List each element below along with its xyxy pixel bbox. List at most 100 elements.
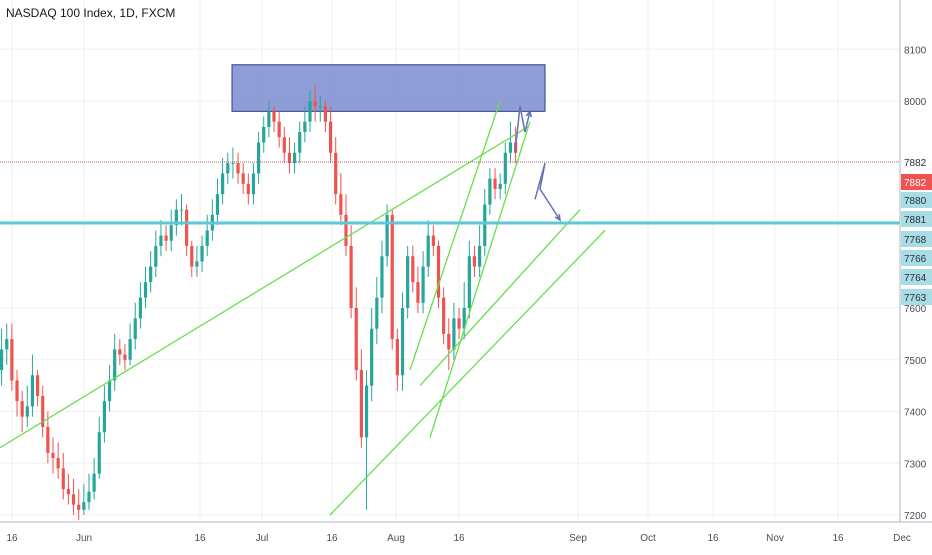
- candle-35: [179, 194, 184, 226]
- candle-body-10: [51, 452, 55, 459]
- candle-body-34: [174, 209, 178, 226]
- candle-16: [82, 483, 86, 515]
- candle-body-23: [118, 349, 122, 355]
- candle-61: [313, 85, 317, 122]
- time-axis-bg: [0, 522, 932, 550]
- candle-body-79: [406, 256, 410, 308]
- price-label-5: 7766: [904, 254, 927, 265]
- candle-body-25: [128, 339, 132, 360]
- candle-34: [174, 199, 178, 236]
- x-tick-label-9: 16: [707, 533, 719, 544]
- candle-70: [359, 349, 363, 448]
- candle-body-55: [282, 137, 286, 153]
- candle-54: [277, 111, 281, 148]
- candle-30: [154, 230, 158, 277]
- candle-3: [15, 370, 19, 417]
- candle-11: [56, 442, 60, 479]
- candle-body-13: [66, 489, 71, 495]
- candle-19: [97, 416, 101, 479]
- candle-33: [169, 209, 173, 252]
- candle-78: [400, 292, 405, 391]
- candle-25: [128, 323, 132, 365]
- candle-body-20: [102, 401, 106, 433]
- candle-63: [323, 101, 328, 133]
- candle-body-96: [493, 178, 497, 189]
- candle-body-93: [478, 245, 482, 267]
- candle-96: [493, 168, 497, 200]
- candle-39: [200, 235, 204, 272]
- candle-body-43: [221, 173, 225, 195]
- candle-98: [503, 142, 507, 195]
- candle-body-16: [82, 502, 86, 510]
- candle-43: [221, 157, 225, 205]
- candle-46: [236, 152, 240, 184]
- candle-body-7: [35, 375, 40, 396]
- candle-body-88: [452, 318, 456, 350]
- candle-body-2: [10, 339, 14, 381]
- candle-37: [190, 240, 194, 277]
- candle-2: [10, 323, 14, 391]
- candle-12: [61, 452, 65, 500]
- candles: [0, 85, 518, 521]
- candle-42: [215, 178, 220, 226]
- candle-73: [375, 276, 379, 345]
- candle-82: [421, 251, 425, 314]
- candle-1: [5, 323, 9, 365]
- candle-body-68: [349, 245, 353, 308]
- candle-body-17: [87, 491, 91, 503]
- candle-body-9: [46, 427, 50, 453]
- candle-45: [231, 147, 235, 179]
- price-label-bg-1: [901, 174, 932, 190]
- candle-body-48: [246, 183, 250, 195]
- candle-body-39: [200, 245, 204, 262]
- candle-body-62: [318, 106, 322, 108]
- candle-body-74: [380, 256, 384, 298]
- candle-55: [282, 126, 286, 164]
- candle-body-0: [0, 349, 4, 371]
- candle-body-18: [92, 473, 96, 492]
- price-label-0: 7882: [904, 158, 927, 169]
- candle-13: [66, 473, 71, 505]
- candle-79: [406, 245, 410, 319]
- price-label-6: 7764: [904, 273, 927, 284]
- candle-body-66: [339, 194, 343, 215]
- candle-75: [385, 204, 389, 267]
- candle-body-14: [71, 494, 76, 505]
- candle-body-80: [411, 256, 415, 283]
- channel-line-1: [419, 209, 581, 387]
- candle-87: [447, 318, 451, 371]
- candle-50: [257, 132, 261, 184]
- candle-10: [51, 437, 55, 474]
- candle-body-58: [298, 132, 302, 153]
- candle-body-50: [257, 142, 261, 174]
- candle-body-59: [303, 121, 307, 133]
- candle-body-57: [292, 152, 297, 164]
- candle-body-56: [287, 152, 292, 164]
- candle-body-45: [231, 163, 235, 165]
- x-tick-label-4: 16: [326, 533, 338, 544]
- candle-body-92: [472, 256, 477, 267]
- candle-91: [467, 240, 471, 319]
- horizontal-lines: [0, 161, 900, 225]
- candle-86: [442, 287, 446, 345]
- candle-body-30: [154, 245, 158, 267]
- candle-body-99: [508, 142, 513, 153]
- price-label-bg-0: [901, 154, 932, 170]
- candle-body-21: [107, 380, 112, 402]
- candle-59: [303, 106, 307, 143]
- candle-8: [41, 385, 45, 438]
- candle-body-32: [164, 235, 168, 241]
- candle-body-86: [442, 297, 446, 334]
- candle-body-72: [370, 328, 374, 386]
- channel-line-2: [329, 229, 606, 516]
- y-tick-label-6: 8100: [904, 45, 927, 56]
- x-tick-label-3: Jul: [256, 533, 269, 544]
- candle-body-4: [20, 401, 24, 417]
- x-tick-label-6: 16: [453, 533, 465, 544]
- candle-89: [457, 308, 461, 340]
- candle-67: [344, 194, 348, 257]
- candle-95: [488, 168, 492, 215]
- candle-72: [370, 308, 374, 402]
- candle-93: [478, 225, 482, 277]
